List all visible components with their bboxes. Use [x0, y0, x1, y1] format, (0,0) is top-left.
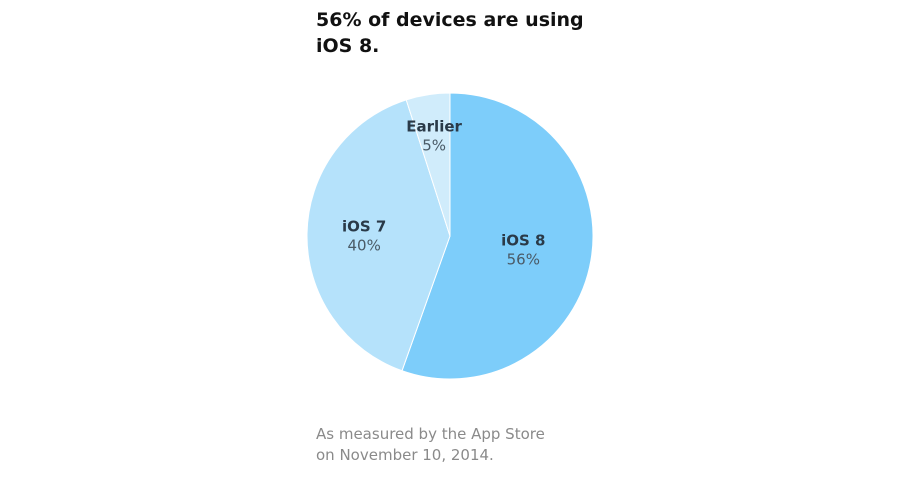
slice-value-ios-7: 40% [348, 237, 381, 255]
pie-slice-earlier [405, 92, 451, 237]
chart-title-line-1: 56% of devices are using [316, 9, 584, 31]
chart-title-line-2: iOS 8. [316, 35, 380, 57]
footnote-line-2: on November 10, 2014. [316, 446, 494, 464]
footnote-line-1: As measured by the App Store [316, 425, 545, 443]
chart-title: 56% of devices are using iOS 8. [316, 7, 616, 59]
pie-slice-ios-8 [401, 92, 594, 380]
slice-value-ios-8: 56% [507, 251, 540, 269]
slice-label-ios-8: iOS 8 [501, 232, 545, 250]
slice-label-ios-7: iOS 7 [342, 218, 386, 236]
pie-slices [306, 92, 594, 380]
pie-slice-ios-7 [306, 99, 451, 372]
slice-value-earlier: 5% [422, 136, 446, 154]
slice-label-earlier: Earlier [406, 117, 462, 135]
chart-footnote: As measured by the App Store on November… [316, 424, 636, 466]
